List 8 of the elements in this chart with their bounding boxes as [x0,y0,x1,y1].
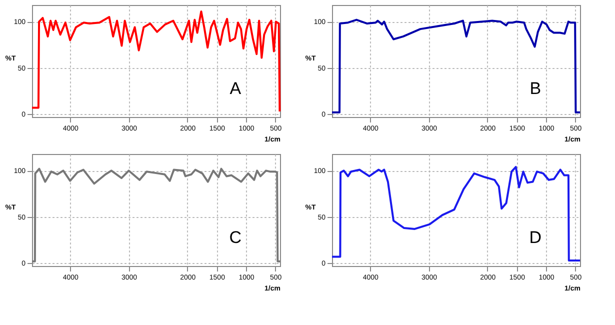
line-series [331,166,581,262]
line-series [331,18,581,114]
line-series [31,168,281,262]
annotation: B [530,79,542,98]
line-series [31,10,281,112]
annotation: D [529,228,542,247]
annotation: A [230,79,242,98]
annotation: C [229,228,242,247]
